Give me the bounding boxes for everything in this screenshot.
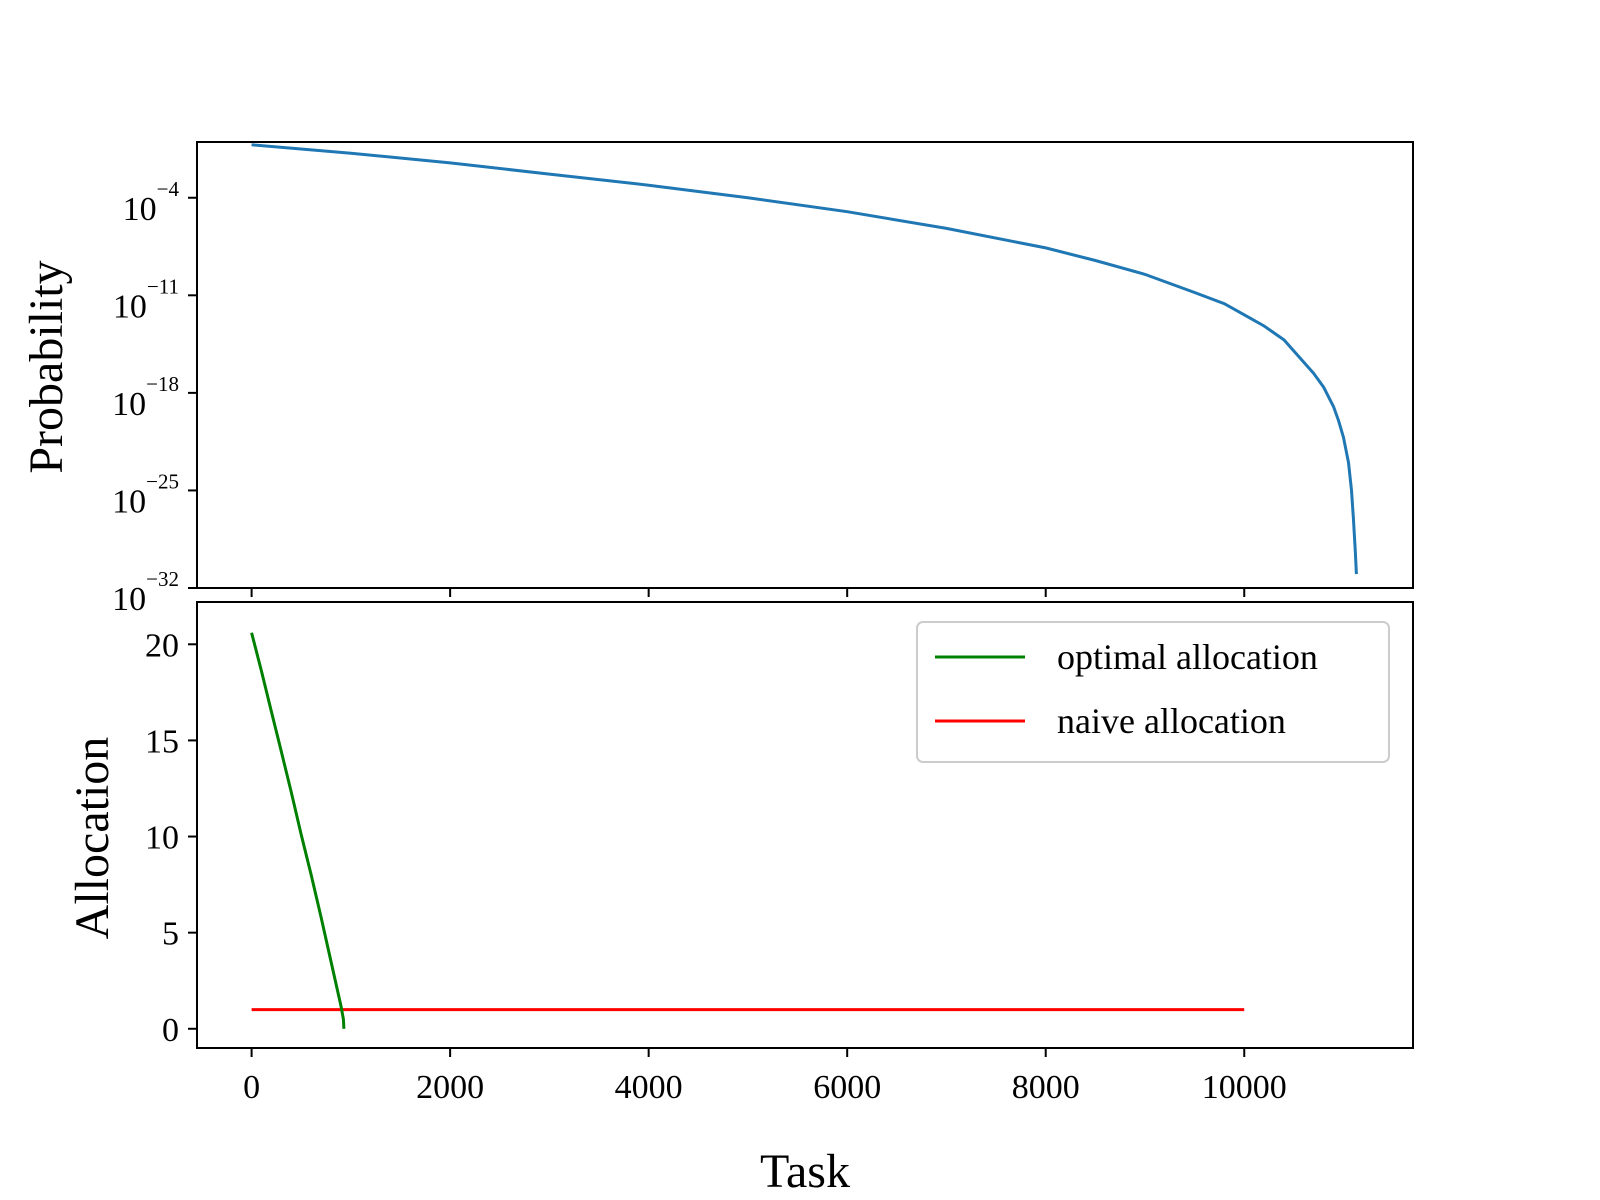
probability-panel: 10−32 10−25 10−18 10−11 10−4 xyxy=(112,141,1414,618)
legend: optimal allocation naive allocation xyxy=(916,621,1390,763)
y-axis-title-probability: Probability xyxy=(20,260,73,473)
y-tick-label-allocation: 15 xyxy=(145,723,179,760)
legend-label: optimal allocation xyxy=(1057,637,1318,677)
y-tick-label-probability: 10−11 xyxy=(113,274,179,325)
y-tick-label-allocation: 10 xyxy=(145,820,179,857)
allocation-panel: 0 5 10 15 20 0 2000 4000 6000 8000 10000 optimal al… xyxy=(145,601,1414,1106)
y-tick-label-probability: 10−18 xyxy=(112,372,179,423)
legend-label: naive allocation xyxy=(1057,701,1286,741)
y-tick-label-probability: 10−4 xyxy=(123,177,180,228)
y-tick-label-allocation: 5 xyxy=(162,916,179,953)
probability-plot-frame xyxy=(196,141,1414,589)
y-tick-label-probability: 10−32 xyxy=(112,567,179,618)
y-tick-label-probability: 10−25 xyxy=(112,469,179,520)
optimal-allocation-line xyxy=(250,632,346,1029)
probability-series-line xyxy=(251,143,1358,575)
x-tick-label-task: 8000 xyxy=(1012,1069,1080,1106)
x-tick-label-task: 6000 xyxy=(813,1069,881,1106)
x-tick-label-task: 0 xyxy=(243,1069,260,1106)
legend-box xyxy=(916,621,1390,763)
y-axis-title-allocation: Allocation xyxy=(66,737,119,940)
x-tick-label-task: 10000 xyxy=(1202,1069,1287,1106)
x-axis-title-task: Task xyxy=(760,1145,850,1198)
x-tick-label-task: 4000 xyxy=(615,1069,683,1106)
x-tick-label-task: 2000 xyxy=(416,1069,484,1106)
y-tick-label-allocation: 0 xyxy=(162,1012,179,1049)
y-tick-label-allocation: 20 xyxy=(145,627,179,664)
